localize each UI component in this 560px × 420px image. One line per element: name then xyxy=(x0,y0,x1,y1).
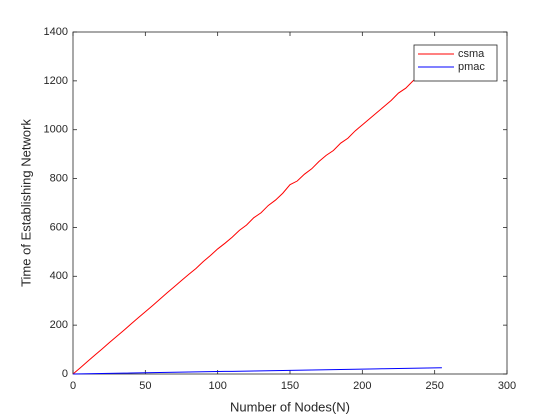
y-tick-label: 400 xyxy=(50,270,68,282)
x-tick-label: 200 xyxy=(353,380,371,392)
x-tick-label: 50 xyxy=(139,380,151,392)
y-tick-label: 1200 xyxy=(44,75,68,87)
legend-box xyxy=(413,44,498,82)
y-tick-label: 1000 xyxy=(44,124,68,136)
series-line xyxy=(72,367,442,375)
y-tick-label: 0 xyxy=(62,368,68,380)
x-tick-label: 300 xyxy=(498,380,516,392)
x-axis-label: Number of Nodes(N) xyxy=(230,399,350,414)
y-tick-label: 1400 xyxy=(44,26,68,38)
y-tick-label: 200 xyxy=(50,319,68,331)
x-tick-label: 150 xyxy=(281,380,299,392)
y-tick-label: 600 xyxy=(50,221,68,233)
y-tick-label: 800 xyxy=(50,172,68,184)
x-tick-label: 100 xyxy=(208,380,226,392)
legend-label: pmac xyxy=(458,61,485,73)
series-line xyxy=(72,57,443,375)
plot-box xyxy=(72,31,508,375)
legend-label: csma xyxy=(458,48,485,60)
y-axis-label: Time of Establishing Network xyxy=(18,119,33,287)
x-tick-label: 0 xyxy=(70,380,76,392)
x-tick-label: 250 xyxy=(425,380,443,392)
